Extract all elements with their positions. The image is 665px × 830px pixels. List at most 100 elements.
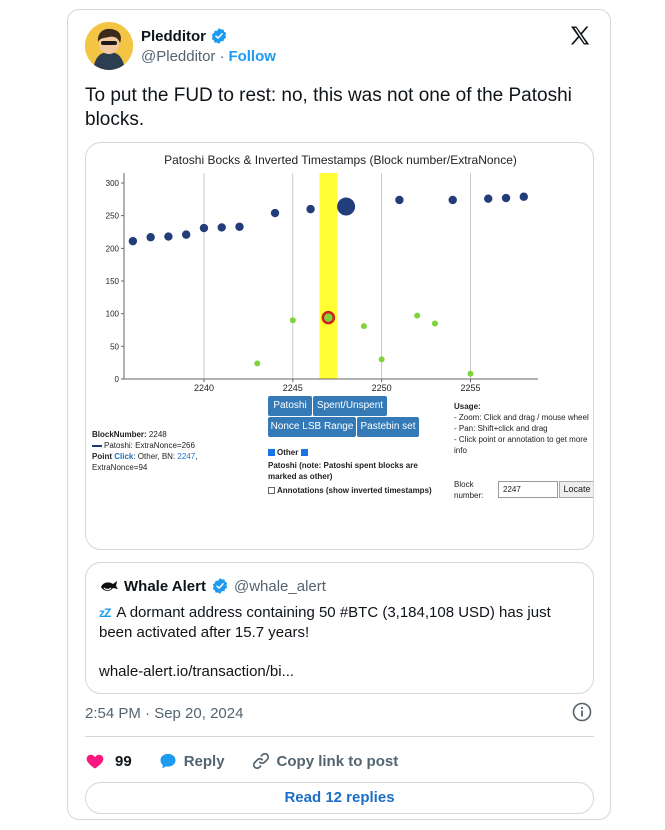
point-click-label: Click bbox=[114, 452, 134, 461]
copy-link-label: Copy link to post bbox=[276, 752, 399, 770]
reply-label: Reply bbox=[183, 752, 225, 770]
patoshi-point[interactable] bbox=[146, 233, 155, 242]
whale-avatar-icon[interactable] bbox=[99, 576, 119, 596]
chart-image[interactable]: Patoshi Bocks & Inverted Timestamps (Blo… bbox=[85, 142, 594, 550]
quote-author-name[interactable]: Whale Alert bbox=[124, 577, 206, 595]
point-bn-link[interactable]: 2247 bbox=[177, 452, 196, 461]
copy-link-button[interactable]: Copy link to post bbox=[251, 751, 399, 771]
annotations-label: Annotations (show inverted timestamps) bbox=[277, 486, 432, 495]
legend-text: Patoshi: ExtraNonce=266 bbox=[104, 441, 195, 450]
patoshi-point[interactable] bbox=[501, 193, 511, 203]
divider bbox=[85, 736, 594, 737]
other-point[interactable] bbox=[360, 323, 367, 330]
other-point[interactable] bbox=[378, 356, 385, 363]
patoshi-point[interactable] bbox=[395, 195, 404, 205]
quote-author-handle[interactable]: @whale_alert bbox=[233, 577, 326, 595]
verified-badge-icon bbox=[211, 28, 227, 44]
quoted-tweet[interactable]: Whale Alert @whale_alert zZ A dormant add… bbox=[85, 562, 594, 694]
follow-button[interactable]: Follow bbox=[228, 48, 276, 65]
filter-panel: Other Patoshi (note: Patoshi spent block… bbox=[268, 447, 448, 496]
heart-icon bbox=[86, 754, 104, 769]
legend-row: Patoshi: ExtraNonce=266 bbox=[92, 440, 212, 451]
patoshi-point[interactable] bbox=[128, 236, 138, 246]
x-tick-label: 2245 bbox=[283, 383, 303, 393]
point-text: : Other, BN: bbox=[133, 452, 176, 461]
scatter-chart[interactable]: 0 50 100 150 200 250 300 2240 2245 2250 2255 bbox=[86, 143, 594, 403]
sleeping-zz-icon: zZ bbox=[99, 606, 111, 620]
patoshi-point[interactable] bbox=[181, 230, 191, 239]
reply-bubble-icon bbox=[160, 753, 176, 769]
annotations-checkbox[interactable] bbox=[268, 487, 275, 495]
other-point[interactable] bbox=[431, 320, 438, 327]
patoshi-point[interactable] bbox=[306, 204, 315, 214]
quote-text: A dormant address containing 50 #BTC (3,… bbox=[99, 604, 551, 641]
separator-dot: · bbox=[219, 48, 225, 65]
action-bar: 99 Reply Copy link to post bbox=[85, 743, 424, 779]
y-tick-label: 200 bbox=[106, 244, 120, 253]
block-number-row: BlockNumber: 2248 bbox=[92, 429, 212, 440]
x-tick-label: 2250 bbox=[372, 383, 392, 393]
y-tick-label: 50 bbox=[110, 342, 119, 351]
x-tick-label: 2255 bbox=[460, 383, 480, 393]
block-number-input[interactable]: 2247 bbox=[498, 481, 558, 498]
patoshi-point[interactable] bbox=[337, 197, 356, 216]
patoshi-point[interactable] bbox=[448, 195, 457, 205]
x-tick-label: 2240 bbox=[194, 383, 214, 393]
other-checkbox-2[interactable] bbox=[300, 449, 308, 457]
y-tick-label: 0 bbox=[115, 375, 120, 384]
other-point[interactable] bbox=[289, 317, 296, 324]
author-name-text[interactable]: Pledditor bbox=[141, 27, 207, 45]
quote-link[interactable]: whale-alert.io/transaction/bi... bbox=[99, 663, 295, 680]
like-button[interactable]: 99 bbox=[85, 751, 132, 771]
other-row: Other bbox=[268, 447, 448, 458]
quote-verified-badge-icon bbox=[212, 578, 228, 594]
selected-other-point[interactable] bbox=[321, 310, 336, 325]
point-row: Point Click: Other, BN: 2247, bbox=[92, 452, 198, 461]
usage-line-pan: - Pan: Shift+click and drag bbox=[454, 424, 548, 433]
patoshi-point[interactable] bbox=[235, 222, 244, 231]
avatar[interactable] bbox=[85, 22, 133, 70]
annotations-row: Annotations (show inverted timestamps) bbox=[268, 485, 448, 496]
usage-line-click: - Click point or annotation to get more … bbox=[454, 435, 588, 455]
point-info-panel: BlockNumber: 2248 Patoshi: ExtraNonce=26… bbox=[92, 429, 212, 473]
quote-header: Whale Alert @whale_alert bbox=[99, 576, 326, 596]
tweet-text: To put the FUD to rest: no, this was not… bbox=[85, 85, 572, 130]
locate-button[interactable]: Locate bbox=[559, 481, 593, 498]
author-handle[interactable]: @Pledditor bbox=[141, 48, 216, 65]
usage-line-zoom: - Zoom: Click and drag / mouse wheel bbox=[454, 413, 589, 422]
legend-line-icon bbox=[92, 444, 102, 447]
usage-panel: Usage: - Zoom: Click and drag / mouse wh… bbox=[454, 401, 589, 456]
block-number-label: BlockNumber: bbox=[92, 430, 147, 439]
y-tick-label: 300 bbox=[106, 179, 120, 188]
patoshi-button[interactable]: Patoshi bbox=[268, 396, 312, 416]
block-number-value: 2248 bbox=[148, 430, 167, 439]
highlight-band bbox=[319, 173, 338, 379]
x-logo-icon[interactable] bbox=[568, 24, 592, 48]
point-label: Point bbox=[92, 452, 112, 461]
point-extranonce: ExtraNonce=94 bbox=[92, 463, 148, 472]
patoshi-point[interactable] bbox=[217, 223, 226, 232]
quote-text-row: zZ A dormant address containing 50 #BTC (… bbox=[99, 603, 579, 643]
read-replies-button[interactable]: Read 12 replies bbox=[85, 782, 594, 814]
other-point[interactable] bbox=[254, 360, 261, 367]
chart-title: Patoshi Bocks & Inverted Timestamps (Blo… bbox=[164, 153, 517, 167]
other-point[interactable] bbox=[414, 312, 421, 319]
info-icon[interactable] bbox=[572, 702, 592, 722]
patoshi-point[interactable] bbox=[164, 232, 173, 241]
other-label: Other bbox=[277, 448, 299, 457]
reply-button[interactable]: Reply bbox=[158, 751, 225, 771]
patoshi-point[interactable] bbox=[519, 192, 528, 201]
other-point[interactable] bbox=[467, 370, 474, 377]
other-checkbox[interactable] bbox=[268, 449, 275, 457]
block-number-label-input: Block number: bbox=[454, 480, 484, 500]
patoshi-point[interactable] bbox=[270, 208, 280, 218]
tweet-timestamp[interactable]: 2:54 PM · Sep 20, 2024 bbox=[85, 705, 244, 722]
nonce-lsb-range-button[interactable]: Nonce LSB Range bbox=[268, 417, 356, 437]
patoshi-point[interactable] bbox=[199, 223, 209, 233]
pastebin-set-button[interactable]: Pastebin set bbox=[357, 417, 419, 437]
y-tick-label: 100 bbox=[106, 310, 120, 319]
spent-unspent-button[interactable]: Spent/Unspent bbox=[313, 396, 387, 416]
usage-title: Usage: bbox=[454, 402, 481, 411]
patoshi-point[interactable] bbox=[484, 194, 493, 203]
author-name[interactable]: Pledditor bbox=[141, 27, 228, 45]
